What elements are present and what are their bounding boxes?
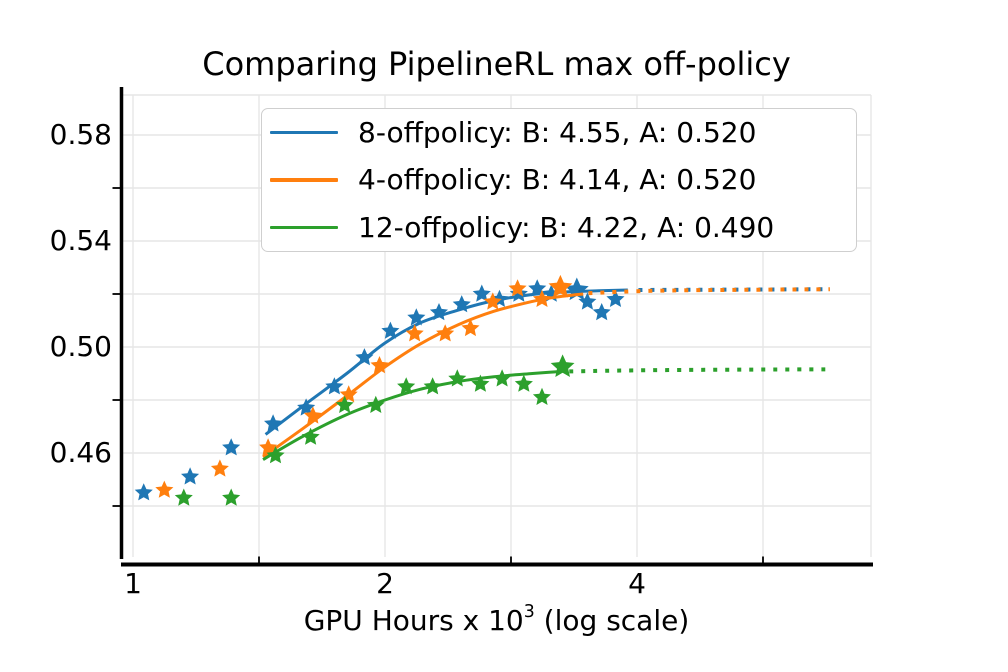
data-point-star [134,483,153,501]
data-point-star [532,289,551,307]
data-point-star [259,438,278,456]
legend-row-12-offpolicy: 12-offpolicy: B: 4.22, A: 0.490 [262,204,856,251]
data-point-star [355,348,374,366]
legend-box: 8-offpolicy: B: 4.55, A: 0.520 4-offpoli… [261,108,857,252]
data-point-star [493,369,512,387]
x-axis-label-pre: GPU Hours x 10 [303,604,524,637]
data-point-star [174,488,193,506]
data-point-star [508,279,527,297]
fit-curve-solid [262,369,563,461]
y-tick-label-0.54: 0.54 [49,224,112,257]
legend-label: 8-offpolicy: B: 4.55, A: 0.520 [358,116,757,150]
data-point-star [325,377,344,395]
legend-line-sample-orange [270,178,338,182]
legend-line-sample-blue [270,130,338,135]
fit-end-star [548,274,573,298]
x-axis-label-exponent: 3 [523,602,535,623]
x-tick-label-1: 1 [124,567,142,600]
data-point-star [448,369,467,387]
fit-curve-extrapolated [588,287,830,296]
legend-line-sample-green [270,225,338,230]
legend-label: 4-offpolicy: B: 4.14, A: 0.520 [358,163,757,197]
legend-row-4-offpolicy: 4-offpolicy: B: 4.14, A: 0.520 [262,156,856,203]
chart-title: Comparing PipelineRL max off-policy [202,45,791,83]
data-point-star [423,377,442,395]
x-axis-label-post: (log scale) [534,604,690,637]
data-point-star [461,318,480,337]
data-point-star [155,480,174,498]
data-point-star [436,324,455,342]
y-tick-label-0.50: 0.50 [49,330,112,363]
x-tick-label-4: 4 [628,567,646,600]
data-point-star [471,374,490,392]
data-point-star [222,438,241,456]
data-point-star [266,446,285,464]
fit-curve-extrapolated [632,287,830,293]
data-point-star [606,289,625,307]
data-point-star [303,406,322,424]
data-point-star [578,292,597,310]
axes-spines [112,87,873,567]
y-tick-label-0.46: 0.46 [49,436,112,469]
data-point-star [405,324,424,342]
data-point-star [301,427,320,445]
data-point-star [397,377,416,395]
data-point-star [483,292,502,310]
data-point-star [370,356,389,374]
data-point-star [472,284,491,302]
x-axis-label: GPU Hours x 103 (log scale) [122,602,871,637]
data-point-star [181,467,200,485]
fit-curve-extrapolated [569,367,830,374]
data-point-star [366,395,385,413]
data-point-star [381,321,400,339]
series-4-offpolicy [155,274,830,498]
data-point-star [222,488,241,506]
y-tick-label-0.58: 0.58 [49,118,112,151]
data-point-star [210,459,229,477]
data-point-star [514,374,533,392]
data-point-star [532,387,551,405]
legend-label: 12-offpolicy: B: 4.22, A: 0.490 [358,210,775,244]
fit-end-star [550,354,575,377]
data-point-star [264,414,283,432]
data-point-star [407,308,426,326]
x-tick-label-2: 2 [376,567,394,600]
data-point-star [592,303,611,321]
data-point-star [429,303,448,321]
legend-row-8-offpolicy: 8-offpolicy: B: 4.55, A: 0.520 [262,109,856,156]
data-point-star [452,295,471,313]
series-12-offpolicy [174,354,830,506]
data-point-star [335,395,354,413]
